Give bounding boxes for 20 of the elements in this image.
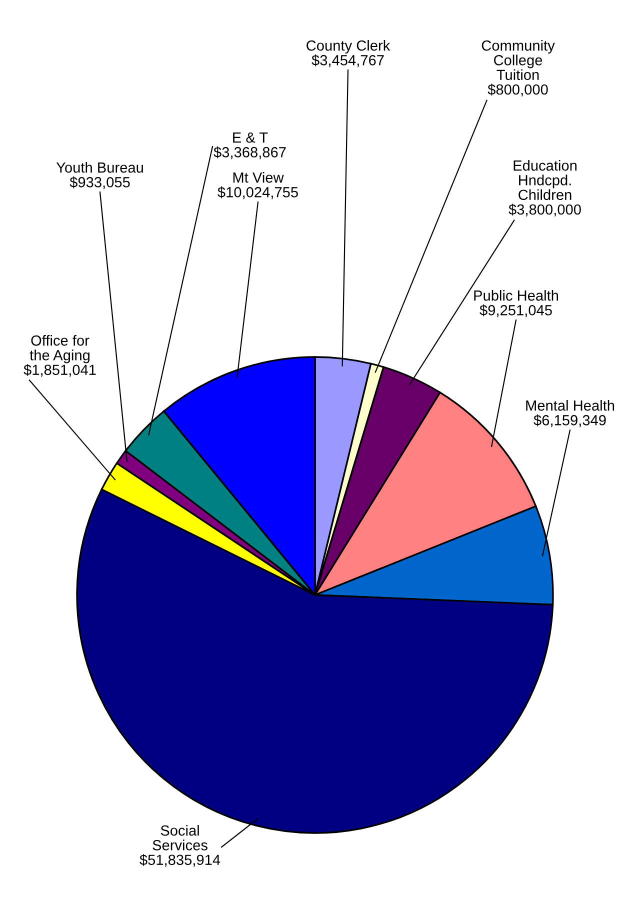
slice-label: E & T	[233, 132, 268, 143]
slice-label: Mental Health	[526, 400, 614, 411]
data-label: $9,251,045	[480, 304, 552, 318]
data-label: $3,368,867	[214, 146, 286, 160]
data-label: $10,024,755	[218, 186, 298, 200]
slice-label: Youth Bureau	[56, 162, 143, 173]
slice-label: Public Health	[474, 290, 558, 301]
data-label: $933,055	[70, 176, 130, 190]
slice-label: Community College Tuition	[482, 40, 555, 80]
data-label: $800,000	[488, 84, 548, 96]
data-label: $3,800,000	[508, 204, 581, 216]
data-label: $1,851,041	[24, 364, 96, 377]
data-label: $51,835,914	[140, 854, 220, 867]
data-label: $3,454,767	[312, 54, 384, 68]
slice-label: Education Hndcpd. Children	[514, 160, 576, 200]
slice-label: Mt View	[233, 172, 284, 183]
slice-label: Office for the Aging	[30, 335, 90, 364]
data-label: $6,159,349	[534, 414, 606, 428]
slice-label: Social Services	[152, 825, 208, 850]
slice-label: County Clerk	[306, 40, 390, 54]
